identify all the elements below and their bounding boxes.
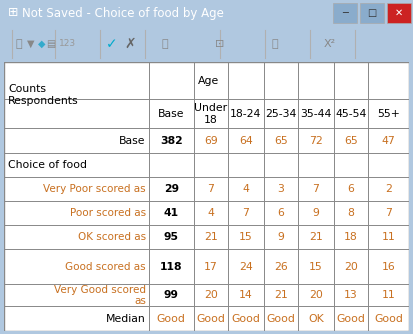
Text: 55+: 55+ bbox=[377, 109, 400, 119]
Text: 69: 69 bbox=[204, 136, 218, 146]
Text: 21: 21 bbox=[204, 232, 218, 242]
Text: Age: Age bbox=[197, 75, 219, 86]
Text: 9: 9 bbox=[313, 208, 319, 218]
Text: 4: 4 bbox=[207, 208, 214, 218]
Text: 18: 18 bbox=[344, 232, 358, 242]
Text: ✗: ✗ bbox=[124, 37, 136, 51]
Text: 26: 26 bbox=[274, 262, 288, 272]
Text: ✓: ✓ bbox=[106, 37, 118, 51]
Text: Counts
Respondents: Counts Respondents bbox=[8, 84, 79, 107]
Text: 14: 14 bbox=[239, 291, 253, 301]
Text: 16: 16 bbox=[382, 262, 396, 272]
Text: ─: ─ bbox=[342, 8, 348, 18]
Text: 64: 64 bbox=[239, 136, 253, 146]
Text: Good: Good bbox=[266, 314, 295, 324]
Text: 15: 15 bbox=[309, 262, 323, 272]
Text: 382: 382 bbox=[160, 136, 183, 146]
Text: Under
18: Under 18 bbox=[195, 103, 228, 125]
Text: 99: 99 bbox=[164, 291, 179, 301]
FancyBboxPatch shape bbox=[360, 3, 384, 23]
Text: 25-34: 25-34 bbox=[265, 109, 297, 119]
Text: 🖊: 🖊 bbox=[16, 39, 22, 49]
Text: 20: 20 bbox=[344, 262, 358, 272]
Text: 7: 7 bbox=[385, 208, 392, 218]
Text: ◆: ◆ bbox=[38, 39, 46, 49]
Text: 7: 7 bbox=[207, 184, 214, 194]
Text: 🖨: 🖨 bbox=[272, 39, 278, 49]
Text: 11: 11 bbox=[382, 291, 396, 301]
Text: 20: 20 bbox=[309, 291, 323, 301]
Text: Choice of food: Choice of food bbox=[8, 160, 87, 170]
Text: 65: 65 bbox=[274, 136, 288, 146]
Text: Not Saved - Choice of food by Age: Not Saved - Choice of food by Age bbox=[22, 6, 224, 19]
Text: 8: 8 bbox=[348, 208, 354, 218]
Text: 15: 15 bbox=[239, 232, 253, 242]
Text: 123: 123 bbox=[59, 39, 76, 48]
Text: 9: 9 bbox=[278, 232, 285, 242]
Text: Good: Good bbox=[374, 314, 403, 324]
Text: 13: 13 bbox=[344, 291, 358, 301]
Text: ▼: ▼ bbox=[27, 39, 35, 49]
FancyBboxPatch shape bbox=[387, 3, 411, 23]
Text: 3: 3 bbox=[278, 184, 285, 194]
Text: 41: 41 bbox=[164, 208, 179, 218]
Text: 7: 7 bbox=[313, 184, 319, 194]
Text: 11: 11 bbox=[382, 232, 396, 242]
Text: 118: 118 bbox=[160, 262, 183, 272]
Text: 6: 6 bbox=[278, 208, 285, 218]
Text: 17: 17 bbox=[204, 262, 218, 272]
Text: Good: Good bbox=[157, 314, 186, 324]
Text: Good: Good bbox=[337, 314, 366, 324]
Text: Base: Base bbox=[119, 136, 146, 146]
FancyBboxPatch shape bbox=[333, 3, 357, 23]
Text: 72: 72 bbox=[309, 136, 323, 146]
Text: X²: X² bbox=[324, 39, 336, 49]
Text: 18-24: 18-24 bbox=[230, 109, 262, 119]
Text: Very Good scored
as: Very Good scored as bbox=[54, 285, 146, 306]
Text: 47: 47 bbox=[382, 136, 396, 146]
Text: Poor scored as: Poor scored as bbox=[70, 208, 146, 218]
Text: ▤: ▤ bbox=[46, 39, 56, 49]
Text: 2: 2 bbox=[385, 184, 392, 194]
Text: 35-44: 35-44 bbox=[300, 109, 332, 119]
Text: OK: OK bbox=[308, 314, 324, 324]
Text: 4: 4 bbox=[242, 184, 249, 194]
Text: Good: Good bbox=[197, 314, 225, 324]
Text: 65: 65 bbox=[344, 136, 358, 146]
Text: 29: 29 bbox=[164, 184, 179, 194]
Text: 24: 24 bbox=[239, 262, 253, 272]
Text: ⧉: ⧉ bbox=[161, 39, 169, 49]
Text: 45-54: 45-54 bbox=[335, 109, 367, 119]
Text: Base: Base bbox=[158, 109, 185, 119]
Text: Good scored as: Good scored as bbox=[65, 262, 146, 272]
Text: □: □ bbox=[368, 8, 377, 18]
Text: Very Poor scored as: Very Poor scored as bbox=[43, 184, 146, 194]
Text: ⊞: ⊞ bbox=[8, 6, 19, 19]
Text: OK scored as: OK scored as bbox=[78, 232, 146, 242]
Text: 20: 20 bbox=[204, 291, 218, 301]
Text: 7: 7 bbox=[242, 208, 249, 218]
Text: 21: 21 bbox=[274, 291, 288, 301]
Text: Good: Good bbox=[232, 314, 261, 324]
Text: Median: Median bbox=[106, 314, 146, 324]
Text: 6: 6 bbox=[348, 184, 354, 194]
Text: 95: 95 bbox=[164, 232, 179, 242]
Text: ⊡: ⊡ bbox=[215, 39, 225, 49]
Text: 21: 21 bbox=[309, 232, 323, 242]
Text: ✕: ✕ bbox=[395, 8, 403, 18]
